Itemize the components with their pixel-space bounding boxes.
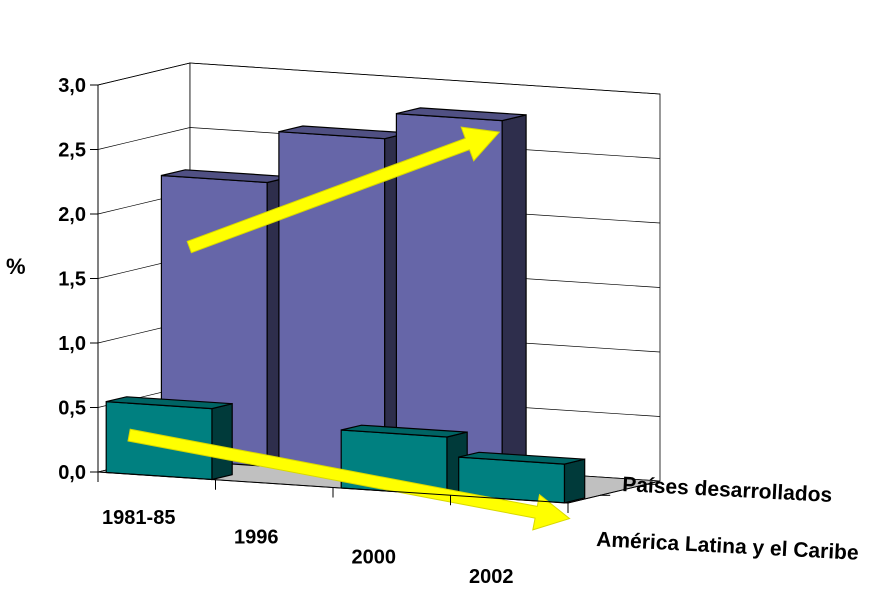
x-axis-labels: 1981-85 1996 2000 2002 <box>97 471 661 588</box>
series-label-back: Países desarrollados <box>622 473 833 507</box>
y-tick-label: 1,5 <box>58 269 86 291</box>
x-tick-label: 1996 <box>234 527 279 549</box>
bar-top-face <box>341 424 468 438</box>
x-tick-label: 2002 <box>469 566 514 588</box>
arrow-up <box>186 126 501 254</box>
x-axis-line <box>97 471 569 504</box>
arrow-shape <box>186 126 501 254</box>
depth-axis-line <box>567 480 661 504</box>
y-tick-label: 0,0 <box>58 462 86 484</box>
trend-arrow-back <box>186 126 501 254</box>
trend-arrow-front <box>127 428 571 531</box>
bar-top-face <box>458 451 585 465</box>
bar-side-face <box>563 458 586 504</box>
x-tick-label: 1981-85 <box>102 507 175 529</box>
bar-front-2002 <box>458 451 586 504</box>
y-tick-label: 2,5 <box>58 140 86 162</box>
arrow-shape <box>127 428 571 531</box>
y-tick-label: 1,0 <box>58 333 86 355</box>
series-label-front: América Latina y el Caribe <box>596 528 859 565</box>
bar-side-face <box>501 114 527 483</box>
y-tick-label: 3,0 <box>58 75 86 97</box>
series-back-bars <box>160 107 527 483</box>
gridline <box>97 62 661 95</box>
bar-top-face <box>396 107 527 122</box>
y-axis: 0,0 0,5 1,0 1,5 2,0 2,5 3,0 <box>58 75 99 484</box>
y-tick-label: 2,0 <box>58 204 86 226</box>
bar-side-face <box>211 402 233 481</box>
arrow-down <box>127 428 571 531</box>
y-tick-label: 0,5 <box>58 398 86 420</box>
y-axis-label: % <box>6 254 26 279</box>
bar-top-face <box>106 396 233 410</box>
x-tick-label: 2000 <box>352 546 397 568</box>
